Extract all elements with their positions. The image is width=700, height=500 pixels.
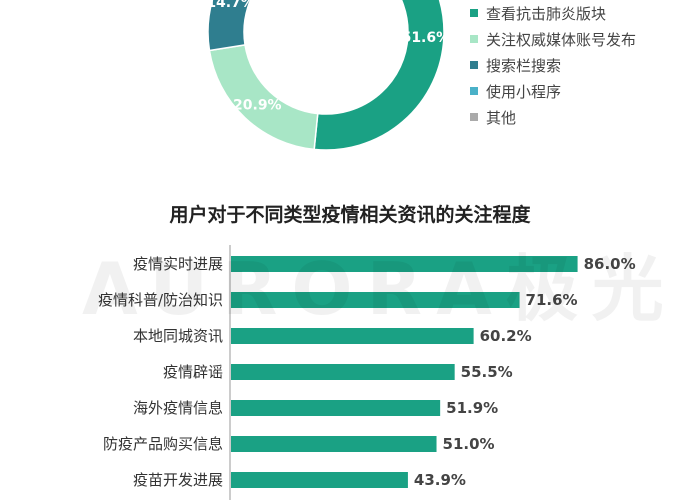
legend-item: 查看抗击肺炎版块: [470, 0, 636, 26]
watermark-logo: AURORA极光: [82, 247, 678, 331]
bar-value-label: 55.5%: [461, 363, 513, 381]
category-label: 疫情科普/防治知识: [98, 291, 223, 309]
bar: [231, 364, 455, 380]
donut-value-label: 20.9%: [233, 98, 282, 114]
bar: [231, 292, 520, 308]
bar-chart-title: 用户对于不同类型疫情相关资讯的关注程度: [169, 204, 531, 226]
bar: [231, 436, 437, 452]
donut-value-label: 14.7%: [206, 0, 255, 11]
category-label: 本地同城资讯: [133, 327, 223, 345]
legend-label: 使用小程序: [486, 82, 562, 101]
bar-value-label: 60.2%: [480, 327, 532, 345]
legend-swatch: [470, 9, 478, 17]
donut-slice: [207, 0, 252, 52]
legend-item: 搜索栏搜索: [470, 52, 636, 78]
donut-value-label: 51.6%: [402, 30, 451, 46]
legend-swatch: [470, 113, 478, 121]
legend-label: 搜索栏搜索: [486, 56, 562, 75]
bar-value-label: 43.9%: [414, 471, 466, 489]
legend-swatch: [470, 35, 478, 43]
legend-item: 使用小程序: [470, 78, 636, 104]
bar: [231, 400, 441, 416]
category-label: 疫苗开发进展: [133, 471, 223, 489]
bar: [231, 256, 578, 272]
bar-value-label: 86.0%: [584, 255, 636, 273]
donut-slice: [313, 0, 445, 151]
category-label: 防疫产品购买信息: [103, 435, 223, 453]
bar-value-label: 51.9%: [446, 399, 498, 417]
legend-label: 查看抗击肺炎版块: [486, 4, 607, 23]
donut-legend: 查看抗击肺炎版块 关注权威媒体账号发布 搜索栏搜索 使用小程序 其他: [470, 0, 636, 130]
legend-swatch: [470, 61, 478, 69]
bar-chart: 疫情实时进展 86.0% 疫情科普/防治知识 71.6% 本地同城资讯 60.2% 疫情辟谣…: [98, 255, 636, 489]
legend-label: 其他: [486, 108, 517, 127]
category-label: 海外疫情信息: [133, 399, 223, 417]
legend-item: 其他: [470, 104, 636, 130]
category-label: 疫情辟谣: [163, 363, 223, 381]
category-label: 疫情实时进展: [133, 255, 223, 273]
bar-value-label: 71.6%: [526, 291, 578, 309]
legend-label: 关注权威媒体账号发布: [486, 30, 637, 49]
legend-item: 关注权威媒体账号发布: [470, 26, 636, 52]
donut-chart: 51.6% 20.9% 14.7%: [206, 0, 451, 151]
bar-value-label: 51.0%: [443, 435, 495, 453]
legend-swatch: [470, 87, 478, 95]
bar: [231, 472, 408, 488]
bar: [231, 328, 474, 344]
